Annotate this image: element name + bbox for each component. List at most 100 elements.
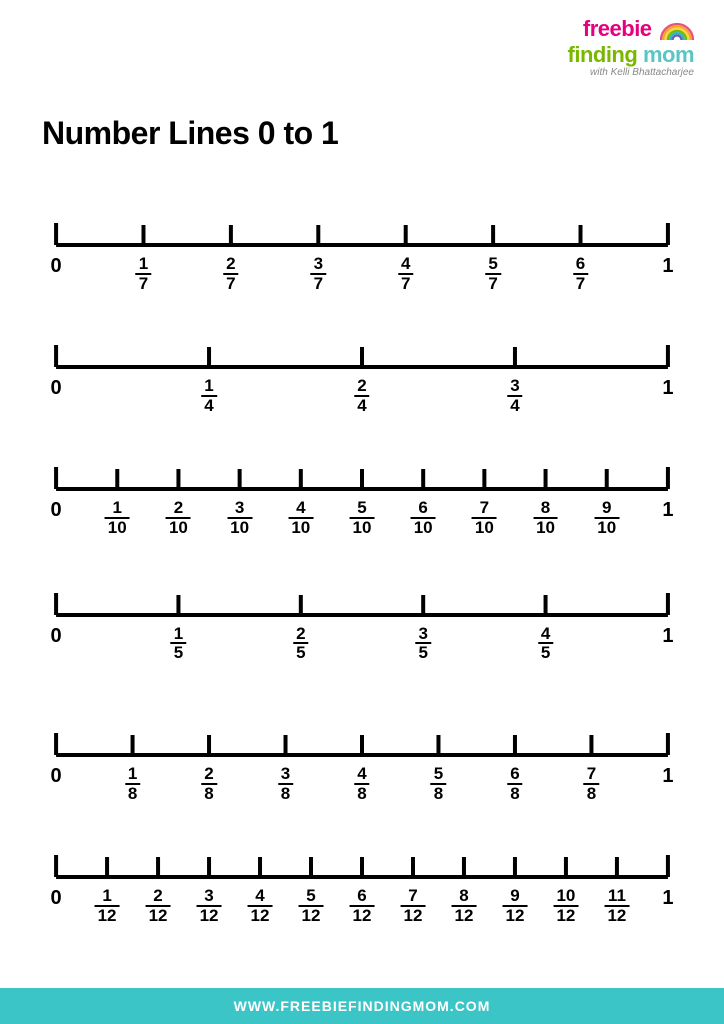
- footer-url: WWW.FREEBIEFINDINGMOM.COM: [234, 998, 491, 1014]
- number-line: 0118283848586878: [42, 725, 682, 815]
- fraction-denominator: 7: [223, 275, 238, 293]
- fraction-label: 17: [136, 255, 151, 293]
- endpoint-start: 0: [51, 625, 62, 648]
- fraction-label: 410: [288, 499, 313, 537]
- number-line-axis: [42, 459, 682, 499]
- logo-line-1: freebie: [568, 18, 695, 44]
- number-line-axis: [42, 215, 682, 255]
- fraction-denominator: 8: [584, 785, 599, 803]
- fraction-label: 510: [350, 499, 375, 537]
- fraction-numerator: 1: [95, 887, 120, 907]
- fraction-numerator: 4: [538, 625, 553, 645]
- fraction-numerator: 1: [171, 625, 186, 645]
- fraction-numerator: 5: [299, 887, 324, 907]
- fraction-label: 412: [248, 887, 273, 925]
- fraction-label: 47: [398, 255, 413, 293]
- fraction-denominator: 8: [431, 785, 446, 803]
- logo-word-mom: mom: [643, 42, 694, 67]
- fraction-numerator: 9: [594, 499, 619, 519]
- fraction-numerator: 10: [553, 887, 578, 907]
- fraction-label: 312: [197, 887, 222, 925]
- fraction-numerator: 4: [288, 499, 313, 519]
- fraction-denominator: 7: [485, 275, 500, 293]
- fraction-numerator: 7: [401, 887, 426, 907]
- fraction-denominator: 7: [573, 275, 588, 293]
- fraction-label: 68: [507, 765, 522, 803]
- fraction-denominator: 12: [299, 907, 324, 925]
- fraction-label: 27: [223, 255, 238, 293]
- fraction-denominator: 4: [507, 397, 522, 415]
- fraction-denominator: 12: [95, 907, 120, 925]
- fraction-denominator: 7: [136, 275, 151, 293]
- fraction-denominator: 8: [507, 785, 522, 803]
- fraction-denominator: 4: [201, 397, 216, 415]
- fraction-denominator: 12: [197, 907, 222, 925]
- fraction-denominator: 10: [594, 519, 619, 537]
- fraction-denominator: 10: [472, 519, 497, 537]
- number-line-labels: 0111221231241251261271281291210121112: [42, 887, 682, 937]
- fraction-numerator: 1: [125, 765, 140, 785]
- fraction-label: 28: [201, 765, 216, 803]
- fraction-denominator: 8: [354, 785, 369, 803]
- fraction-label: 910: [594, 499, 619, 537]
- fraction-denominator: 12: [248, 907, 273, 925]
- fraction-denominator: 7: [311, 275, 326, 293]
- fraction-denominator: 10: [166, 519, 191, 537]
- fraction-numerator: 8: [533, 499, 558, 519]
- fraction-denominator: 5: [415, 644, 430, 662]
- fraction-denominator: 4: [354, 397, 369, 415]
- fraction-numerator: 4: [354, 765, 369, 785]
- fraction-numerator: 5: [485, 255, 500, 275]
- number-line: 01172737475767: [42, 215, 682, 305]
- number-line-axis: [42, 847, 682, 887]
- number-line-labels: 01142434: [42, 377, 682, 427]
- logo-word-finding: finding: [568, 42, 638, 67]
- fraction-numerator: 8: [452, 887, 477, 907]
- fraction-label: 310: [227, 499, 252, 537]
- endpoint-end: 1: [662, 255, 673, 278]
- fraction-label: 210: [166, 499, 191, 537]
- fraction-numerator: 3: [311, 255, 326, 275]
- fraction-numerator: 11: [604, 887, 629, 907]
- fraction-denominator: 12: [350, 907, 375, 925]
- fraction-label: 48: [354, 765, 369, 803]
- fraction-label: 37: [311, 255, 326, 293]
- fraction-label: 810: [533, 499, 558, 537]
- fraction-denominator: 10: [533, 519, 558, 537]
- fraction-denominator: 10: [411, 519, 436, 537]
- fraction-numerator: 3: [197, 887, 222, 907]
- fraction-label: 912: [502, 887, 527, 925]
- fraction-denominator: 10: [288, 519, 313, 537]
- fraction-numerator: 2: [201, 765, 216, 785]
- fraction-label: 710: [472, 499, 497, 537]
- fraction-label: 67: [573, 255, 588, 293]
- fraction-label: 1112: [604, 887, 629, 925]
- endpoint-end: 1: [662, 499, 673, 522]
- endpoint-start: 0: [51, 765, 62, 788]
- fraction-numerator: 3: [227, 499, 252, 519]
- fraction-denominator: 10: [350, 519, 375, 537]
- fraction-denominator: 12: [604, 907, 629, 925]
- fraction-label: 34: [507, 377, 522, 415]
- fraction-numerator: 3: [507, 377, 522, 397]
- fraction-numerator: 7: [584, 765, 599, 785]
- fraction-label: 612: [350, 887, 375, 925]
- number-line-labels: 01172737475767: [42, 255, 682, 305]
- endpoint-end: 1: [662, 625, 673, 648]
- fraction-label: 24: [354, 377, 369, 415]
- number-line: 0111221231241251261271281291210121112: [42, 847, 682, 937]
- fraction-label: 512: [299, 887, 324, 925]
- fraction-numerator: 1: [105, 499, 130, 519]
- number-line-axis: [42, 585, 682, 625]
- fraction-label: 15: [171, 625, 186, 663]
- fraction-label: 38: [278, 765, 293, 803]
- fraction-numerator: 3: [415, 625, 430, 645]
- fraction-label: 212: [146, 887, 171, 925]
- rainbow-icon: [660, 20, 694, 44]
- fraction-label: 112: [95, 887, 120, 925]
- logo-word-freebie: freebie: [583, 16, 652, 41]
- fraction-denominator: 8: [125, 785, 140, 803]
- fraction-label: 1012: [553, 887, 578, 925]
- fraction-label: 812: [452, 887, 477, 925]
- logo-tagline: with Kelli Bhattacharjee: [568, 68, 695, 78]
